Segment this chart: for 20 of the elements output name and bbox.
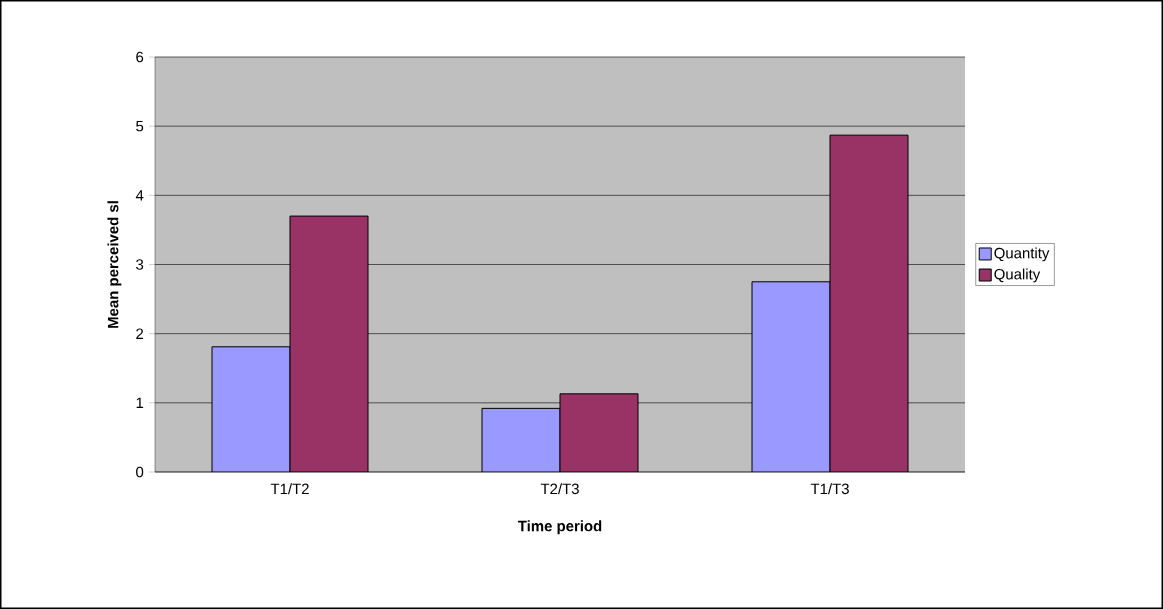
y-tick-label: 0 <box>136 466 144 478</box>
y-axis-title: Mean perceived sl <box>107 201 122 328</box>
legend-label: Quality <box>994 268 1041 283</box>
y-tick-label: 2 <box>136 328 144 339</box>
bar <box>211 346 291 472</box>
bar <box>481 407 561 472</box>
bar <box>289 215 369 472</box>
bar <box>829 134 909 472</box>
y-tick-label: 5 <box>136 120 144 132</box>
y-tick-label: 6 <box>136 51 144 63</box>
bar <box>751 281 831 472</box>
x-tick-label: T2/T3 <box>540 483 579 495</box>
y-tick-label: 1 <box>136 397 144 408</box>
x-tick-label: T1/T3 <box>810 483 849 495</box>
legend-label: Quantity <box>994 247 1050 262</box>
x-axis-title: Time period <box>517 520 602 535</box>
bar <box>559 393 639 472</box>
y-tick-label: 3 <box>136 259 144 270</box>
x-tick-label: T1/T2 <box>270 483 309 495</box>
y-tick-label: 4 <box>135 190 144 201</box>
